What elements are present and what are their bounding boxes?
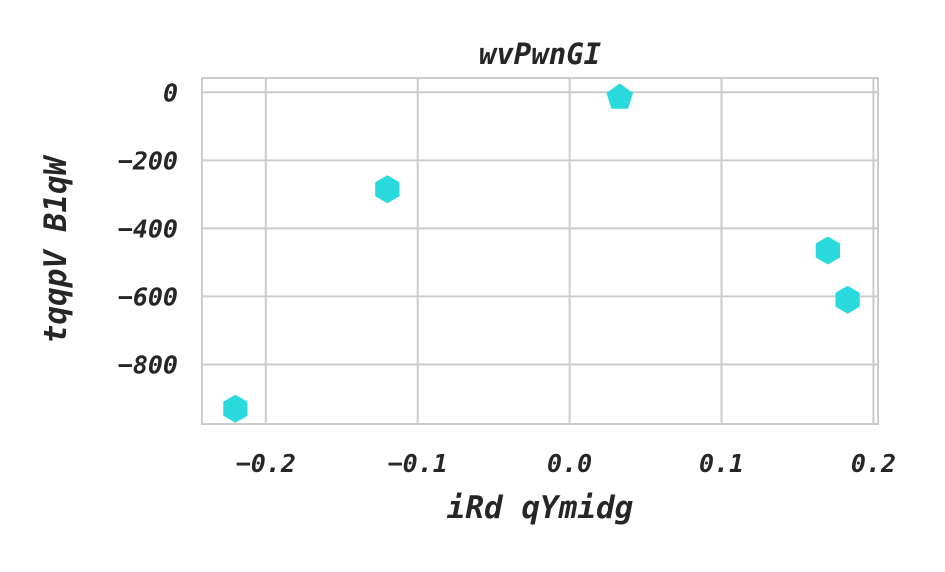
chart-title: wvPwnGI [479,37,602,71]
y-tick-label: −600 [118,282,178,311]
y-tick-labels: 0 −200 −400 −600 −800 [118,78,178,379]
x-axis-label: iRd qYmidg [447,490,634,526]
hexagon-data-point [835,285,860,314]
grid-lines [202,78,878,424]
y-tick-label: −400 [118,214,178,243]
x-tick-label: 0.0 [547,449,592,478]
x-tick-labels: −0.2 −0.1 0.0 0.1 0.2 [236,449,896,478]
data-points [223,83,860,423]
x-tick-label: 0.1 [699,449,744,478]
plot-frame [201,77,879,425]
x-tick-label: 0.2 [851,449,896,478]
hexagon-data-point [815,236,840,265]
hexagon-data-point [375,175,400,204]
pentagon-data-point [606,83,634,109]
y-tick-label: 0 [163,78,178,107]
x-tick-label: −0.1 [388,449,448,478]
hexagon-data-point [223,394,248,423]
y-tick-label: −200 [118,146,178,175]
x-tick-label: −0.2 [236,449,296,478]
y-axis-label: tqqpV B1qW [38,154,74,343]
y-tick-label: −800 [118,350,178,379]
